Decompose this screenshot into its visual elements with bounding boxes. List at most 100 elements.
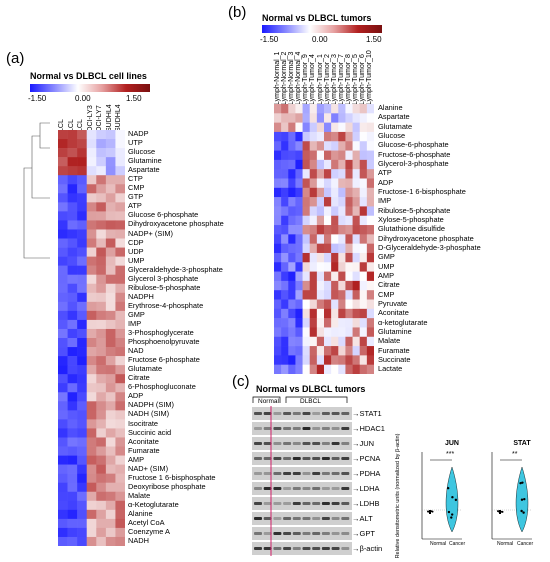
blot-band [254, 442, 262, 445]
heatmap-cell [331, 364, 339, 374]
heatmap-cell [331, 113, 339, 123]
heatmap-cell [288, 215, 296, 226]
heatmap-cell [324, 280, 332, 291]
heatmap-cell [58, 211, 68, 221]
heatmap-cell [67, 175, 78, 185]
heatmap-cell [105, 247, 116, 257]
heatmap-cell [115, 238, 125, 248]
row-label: 3-Phosphoglycerate [128, 328, 194, 338]
heatmap-cell [352, 206, 361, 217]
heatmap-cell [96, 527, 107, 538]
blot-band [331, 472, 340, 475]
heatmap-cell [274, 141, 282, 151]
heatmap-cell [288, 225, 296, 235]
heatmap-cell [105, 365, 116, 375]
heatmap-cell [86, 256, 97, 266]
heatmap-cell [58, 410, 68, 420]
heatmap-cell [288, 197, 296, 207]
blot-band [273, 532, 282, 535]
row-label: Glutathione disulfide [378, 224, 445, 234]
row-label: Fructose 6-phosphate [128, 355, 200, 365]
heatmap-cell [274, 318, 282, 328]
heatmap-cell [331, 187, 339, 198]
heatmap-cell [338, 318, 346, 328]
heatmap-cell [58, 292, 68, 303]
heatmap-cell [86, 193, 97, 203]
panel-a-title: Normal vs DLBCL cell lines [30, 71, 147, 81]
heatmap-cell [295, 346, 303, 356]
group-normal-label: Normal [258, 398, 279, 405]
heatmap-cell [359, 206, 368, 217]
heatmap-cell [67, 220, 78, 230]
heatmap-cell [309, 215, 318, 226]
blot-band [321, 412, 330, 415]
blot-band [283, 427, 292, 430]
heatmap-cell [105, 374, 116, 384]
heatmap-cell [366, 169, 374, 179]
heatmap-cell [58, 283, 68, 294]
heatmap-cell [67, 238, 78, 248]
row-label: Furamate [378, 345, 410, 355]
heatmap-cell [115, 464, 125, 474]
row-label: Coenzyme A [128, 527, 170, 537]
heatmap-cell [67, 247, 78, 257]
panel-a-scale-mid: 0.00 [75, 94, 91, 103]
heatmap-cell [67, 536, 78, 546]
heatmap-cell [281, 318, 289, 328]
column-label: Lymph-Tumor_3 [330, 54, 338, 105]
heatmap-cell [295, 327, 303, 338]
blot-strip [252, 527, 352, 540]
heatmap-cell [345, 206, 353, 217]
heatmap-cell [281, 290, 289, 300]
heatmap-cell [58, 365, 68, 375]
heatmap-cell [295, 280, 303, 291]
heatmap-cell [352, 113, 361, 123]
heatmap-cell [105, 392, 116, 402]
blot-band [283, 442, 292, 445]
heatmap-cell [324, 271, 332, 282]
heatmap-cell [324, 187, 332, 198]
heatmap-cell [316, 308, 325, 319]
heatmap-cell [352, 299, 361, 310]
heatmap-cell [281, 234, 289, 244]
heatmap-cell [105, 274, 116, 285]
heatmap-cell [67, 374, 78, 384]
heatmap-cell [295, 308, 303, 319]
heatmap-cell [309, 104, 318, 114]
heatmap-cell [86, 473, 97, 483]
heatmap-cell [338, 141, 346, 151]
heatmap-cell [324, 327, 332, 338]
heatmap-cell [281, 169, 289, 179]
heatmap-cell [345, 262, 353, 272]
heatmap-cell [77, 265, 88, 275]
heatmap-cell [359, 150, 368, 161]
panel-b-title: Normal vs DLBCL tumors [262, 13, 372, 23]
row-label: Pyruvate [378, 298, 408, 308]
heatmap-cell [324, 178, 332, 189]
heatmap-cell [295, 150, 303, 161]
heatmap-cell [288, 131, 296, 142]
heatmap-cell [281, 355, 289, 365]
heatmap-cell [338, 159, 346, 170]
heatmap-cell [86, 464, 97, 474]
row-label: ADP [128, 391, 144, 401]
blot-band [341, 517, 350, 520]
heatmap-cell [359, 159, 368, 170]
row-label: Glycerol 3-phosphate [128, 273, 199, 283]
heatmap-cell [115, 347, 125, 357]
blot-band [283, 472, 292, 475]
data-point [520, 509, 523, 513]
heatmap-cell [115, 283, 125, 294]
heatmap-cell [352, 122, 361, 133]
heatmap-cell [105, 347, 116, 357]
panel-b-heatmap [274, 104, 374, 374]
column-label: LCL [77, 119, 84, 132]
heatmap-cell [345, 104, 353, 114]
heatmap-cell [105, 491, 116, 502]
heatmap-cell [352, 252, 361, 263]
heatmap-cell [345, 187, 353, 198]
heatmap-cell [324, 150, 332, 161]
heatmap-cell [77, 256, 88, 266]
heatmap-cell [352, 178, 361, 189]
heatmap-cell [366, 225, 374, 235]
